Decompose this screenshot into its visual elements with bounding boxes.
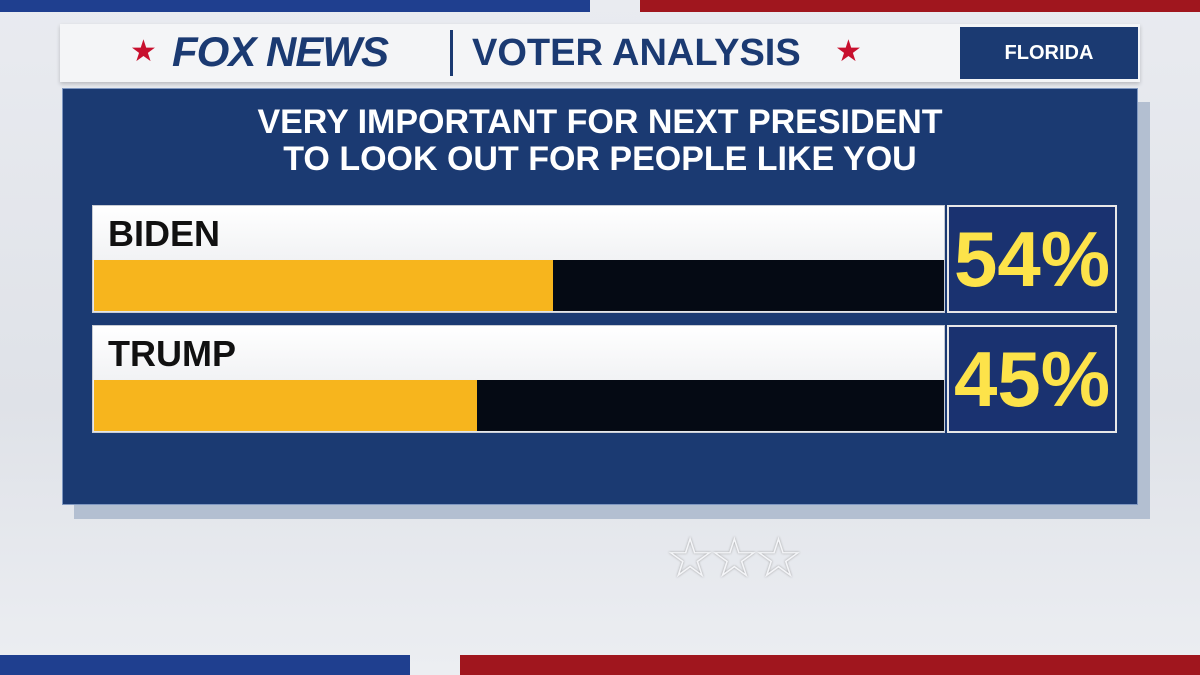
category-label: BIDEN	[108, 213, 221, 254]
stripe	[0, 0, 590, 12]
region: FLORIDA	[960, 27, 1138, 79]
decor-stars: ☆☆☆	[665, 526, 804, 589]
network: FOX NEWS	[172, 28, 389, 75]
stripe	[0, 655, 410, 675]
divider	[450, 30, 453, 76]
chart-title: VERY IMPORTANT FOR NEXT PRESIDENT TO LOO…	[257, 103, 943, 178]
star: ★	[835, 35, 862, 68]
stripe	[460, 655, 1200, 675]
subtitle: VOTER ANALYSIS	[472, 32, 801, 74]
value-label: 45%	[947, 325, 1117, 433]
star: ★	[130, 35, 157, 68]
bar	[94, 260, 553, 311]
value-label: 54%	[947, 205, 1117, 313]
header: ★ FOX NEWS VOTER ANALYSIS ★ FLORIDA	[60, 24, 1140, 82]
stripe	[640, 0, 1200, 12]
category-label: TRUMP	[108, 333, 236, 374]
bar	[94, 380, 477, 431]
